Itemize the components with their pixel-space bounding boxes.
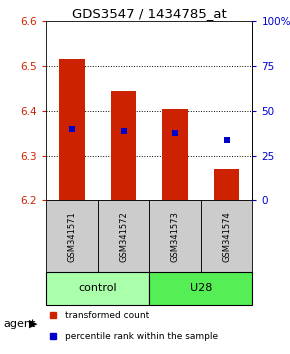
Text: ▶: ▶ (29, 319, 37, 329)
Text: agent: agent (3, 319, 35, 329)
Bar (149, 272, 252, 304)
Bar (201, 200, 252, 272)
Text: GSM341571: GSM341571 (68, 211, 77, 262)
Text: percentile rank within the sample: percentile rank within the sample (65, 332, 218, 341)
Bar (214, 169, 240, 200)
Title: GDS3547 / 1434785_at: GDS3547 / 1434785_at (72, 7, 227, 20)
Text: U28: U28 (190, 283, 212, 293)
Bar (46, 200, 98, 272)
Bar (111, 91, 137, 200)
Text: GSM341574: GSM341574 (222, 211, 231, 262)
Bar (46, 272, 149, 304)
Bar (162, 109, 188, 200)
Text: transformed count: transformed count (65, 311, 149, 320)
Text: GSM341572: GSM341572 (119, 211, 128, 262)
Text: GSM341573: GSM341573 (171, 211, 180, 262)
Bar (59, 59, 85, 200)
Bar (149, 200, 201, 272)
Bar (98, 200, 149, 272)
Text: control: control (79, 283, 117, 293)
